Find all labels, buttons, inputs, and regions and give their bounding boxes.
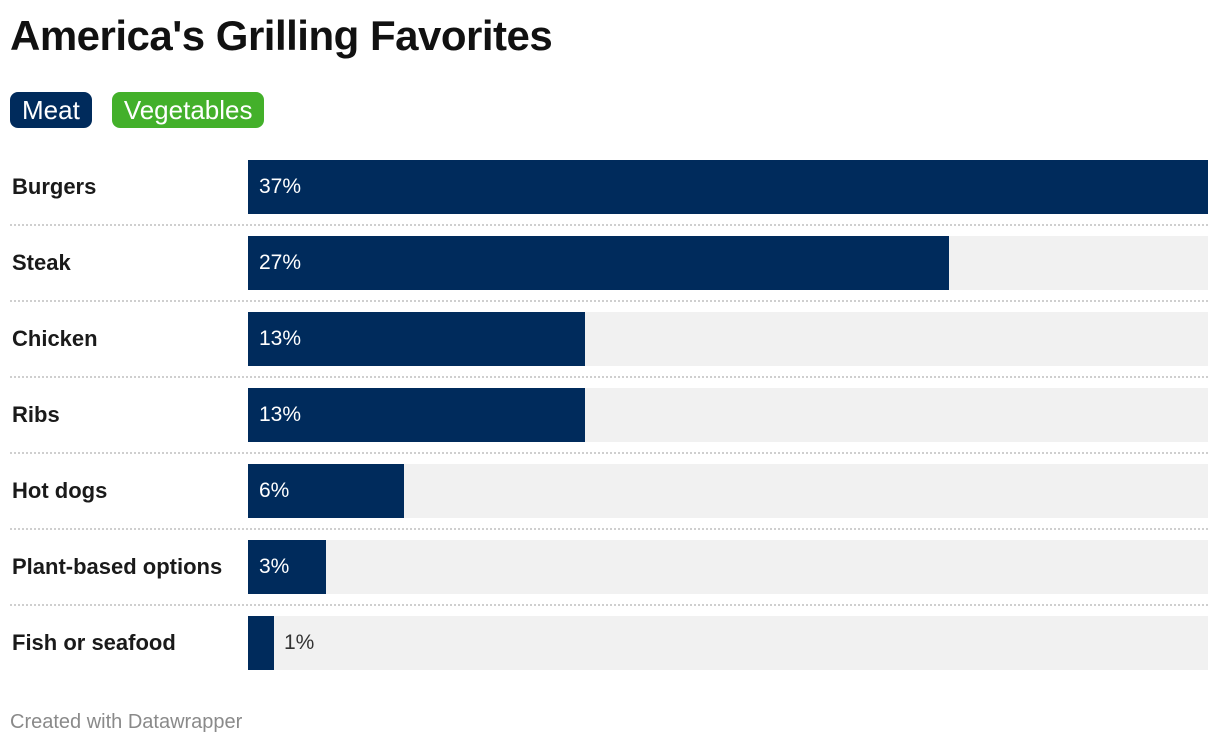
value-label: 3% (259, 555, 290, 578)
category-label: Fish or seafood (12, 630, 176, 655)
legend-item-vegetables: Vegetables (111, 92, 265, 128)
bar-row-ribs: Ribs 13% (0, 378, 1220, 454)
row-divider (10, 376, 1208, 378)
bar-fish-or-seafood (248, 616, 274, 670)
value-label: 27% (259, 251, 302, 274)
value-label: 37% (259, 175, 302, 198)
row-divider (10, 224, 1208, 226)
bar-row-burgers: Burgers 37% (0, 150, 1220, 226)
bar-row-steak: Steak 27% (0, 226, 1220, 302)
legend-item-meat: Meat (10, 92, 92, 128)
legend: Meat Vegetables (10, 92, 265, 128)
bar-track: 13% (248, 388, 1208, 442)
category-label: Burgers (12, 174, 97, 199)
category-label: Steak (12, 250, 71, 275)
bar-hot-dogs (248, 464, 404, 518)
value-label: 13% (259, 403, 302, 426)
row-divider (10, 300, 1208, 302)
value-label: 1% (284, 631, 315, 654)
bar-track: 13% (248, 312, 1208, 366)
row-divider (10, 452, 1208, 454)
bar-row-plant-based-options: Plant-based options 3% (0, 530, 1220, 606)
bar-chicken (248, 312, 585, 366)
bar-burgers (248, 160, 1208, 214)
chart-title: America's Grilling Favorites (10, 12, 553, 59)
bar-chart: Burgers 37% Steak 27% Chicken 13% Ribs 13% Hot d… (0, 150, 1220, 680)
row-divider (10, 528, 1208, 530)
bar-row-fish-or-seafood: Fish or seafood 1% (0, 606, 1220, 682)
value-label: 6% (259, 479, 290, 502)
bar-track: 37% (248, 160, 1208, 214)
bar-row-chicken: Chicken 13% (0, 302, 1220, 378)
row-divider (10, 604, 1208, 606)
footer-credit: Created with Datawrapper (10, 711, 243, 733)
bar-track: 27% (248, 236, 1208, 290)
category-label: Chicken (12, 326, 98, 351)
bar-track: 1% (248, 616, 1208, 670)
category-label: Plant-based options (12, 554, 223, 579)
category-label: Hot dogs (12, 478, 108, 503)
bar-ribs (248, 388, 585, 442)
bar-steak (248, 236, 949, 290)
category-label: Ribs (12, 402, 60, 427)
bar-plant-based-options (248, 540, 326, 594)
bar-track: 6% (248, 464, 1208, 518)
value-label: 13% (259, 327, 302, 350)
bar-row-hot-dogs: Hot dogs 6% (0, 454, 1220, 530)
bar-track: 3% (248, 540, 1208, 594)
